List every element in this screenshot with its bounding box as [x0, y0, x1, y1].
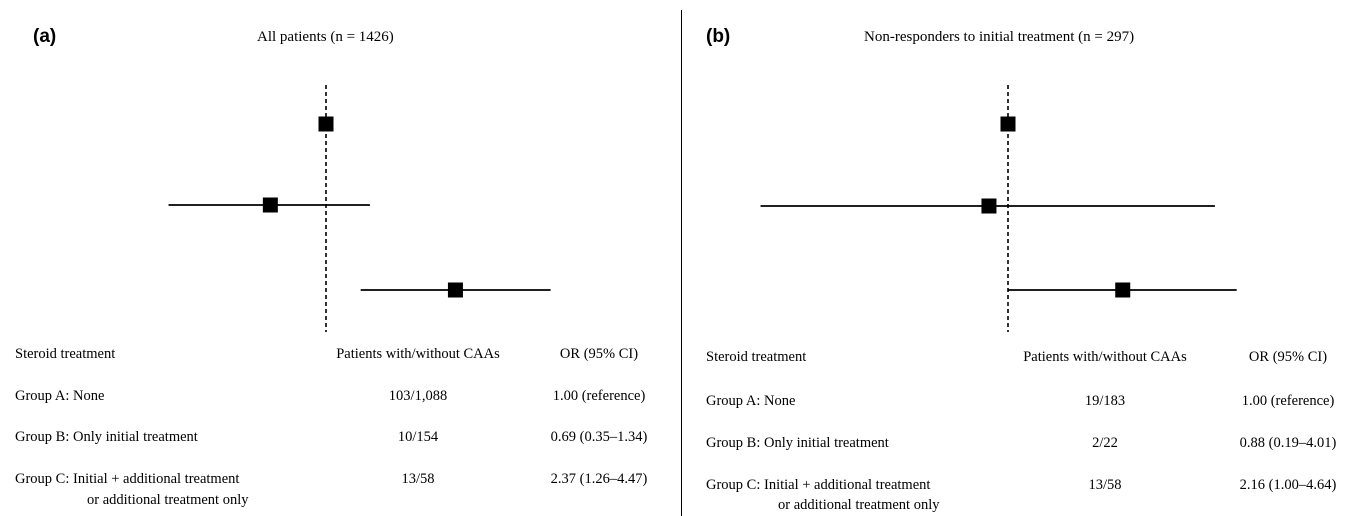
- row-a-or: 1.00 (reference): [552, 388, 646, 404]
- or-marker-row-1: [318, 116, 334, 132]
- row-a-group: Group A: None: [706, 393, 796, 409]
- panel-title: Non-responders to initial treatment (n =…: [864, 29, 1135, 45]
- row-b-or: 0.88 (0.19–4.01): [1239, 435, 1337, 451]
- row-c-counts: 13/58: [401, 471, 435, 487]
- row-b-group: Group B: Only initial treatment: [15, 429, 198, 445]
- panel-label: (b): [706, 26, 731, 47]
- column-header-or: OR (95% CI): [1248, 349, 1328, 365]
- column-header-treatment: Steroid treatment: [15, 346, 116, 362]
- row-c-or: 2.16 (1.00–4.64): [1239, 477, 1337, 493]
- row-c-group: Group C: Initial + additional treatment: [15, 471, 240, 487]
- forest-plot-b: [760, 85, 1237, 332]
- column-header-counts: Patients with/without CAAs: [1023, 349, 1187, 365]
- row-b-counts: 2/22: [1092, 435, 1118, 451]
- forest-plot-a: [168, 85, 551, 332]
- column-header-or: OR (95% CI): [559, 346, 639, 362]
- row-a-counts: 19/183: [1084, 393, 1126, 409]
- row-b-group: Group B: Only initial treatment: [706, 435, 889, 451]
- row-c-group-line2: or additional treatment only: [87, 492, 249, 508]
- row-a-group: Group A: None: [15, 388, 105, 404]
- row-c-or: 2.37 (1.26–4.47): [550, 471, 648, 487]
- row-a-or: 1.00 (reference): [1241, 393, 1335, 409]
- row-a-counts: 103/1,088: [388, 388, 448, 404]
- forest-plot-panel-a: (a) All patients (n = 1426) Steroid trea…: [15, 26, 648, 508]
- row-c-group-line2: or additional treatment only: [778, 497, 940, 513]
- panel-divider: [681, 10, 682, 516]
- or-marker-row-2: [981, 198, 997, 214]
- row-c-counts: 13/58: [1088, 477, 1122, 493]
- forest-plot-panel-b: (b) Non-responders to initial treatment …: [686, 0, 1359, 516]
- column-header-counts: Patients with/without CAAs: [336, 346, 500, 362]
- panel-label: (a): [33, 26, 57, 47]
- row-c-group: Group C: Initial + additional treatment: [706, 477, 931, 493]
- or-marker-row-3: [447, 282, 463, 298]
- row-b-counts: 10/154: [397, 429, 439, 445]
- or-marker-row-1: [1000, 116, 1016, 132]
- row-b-or: 0.69 (0.35–1.34): [550, 429, 648, 445]
- panel-title: All patients (n = 1426): [257, 29, 394, 45]
- or-marker-row-3: [1115, 282, 1131, 298]
- or-marker-row-2: [262, 197, 278, 213]
- column-header-treatment: Steroid treatment: [706, 349, 807, 365]
